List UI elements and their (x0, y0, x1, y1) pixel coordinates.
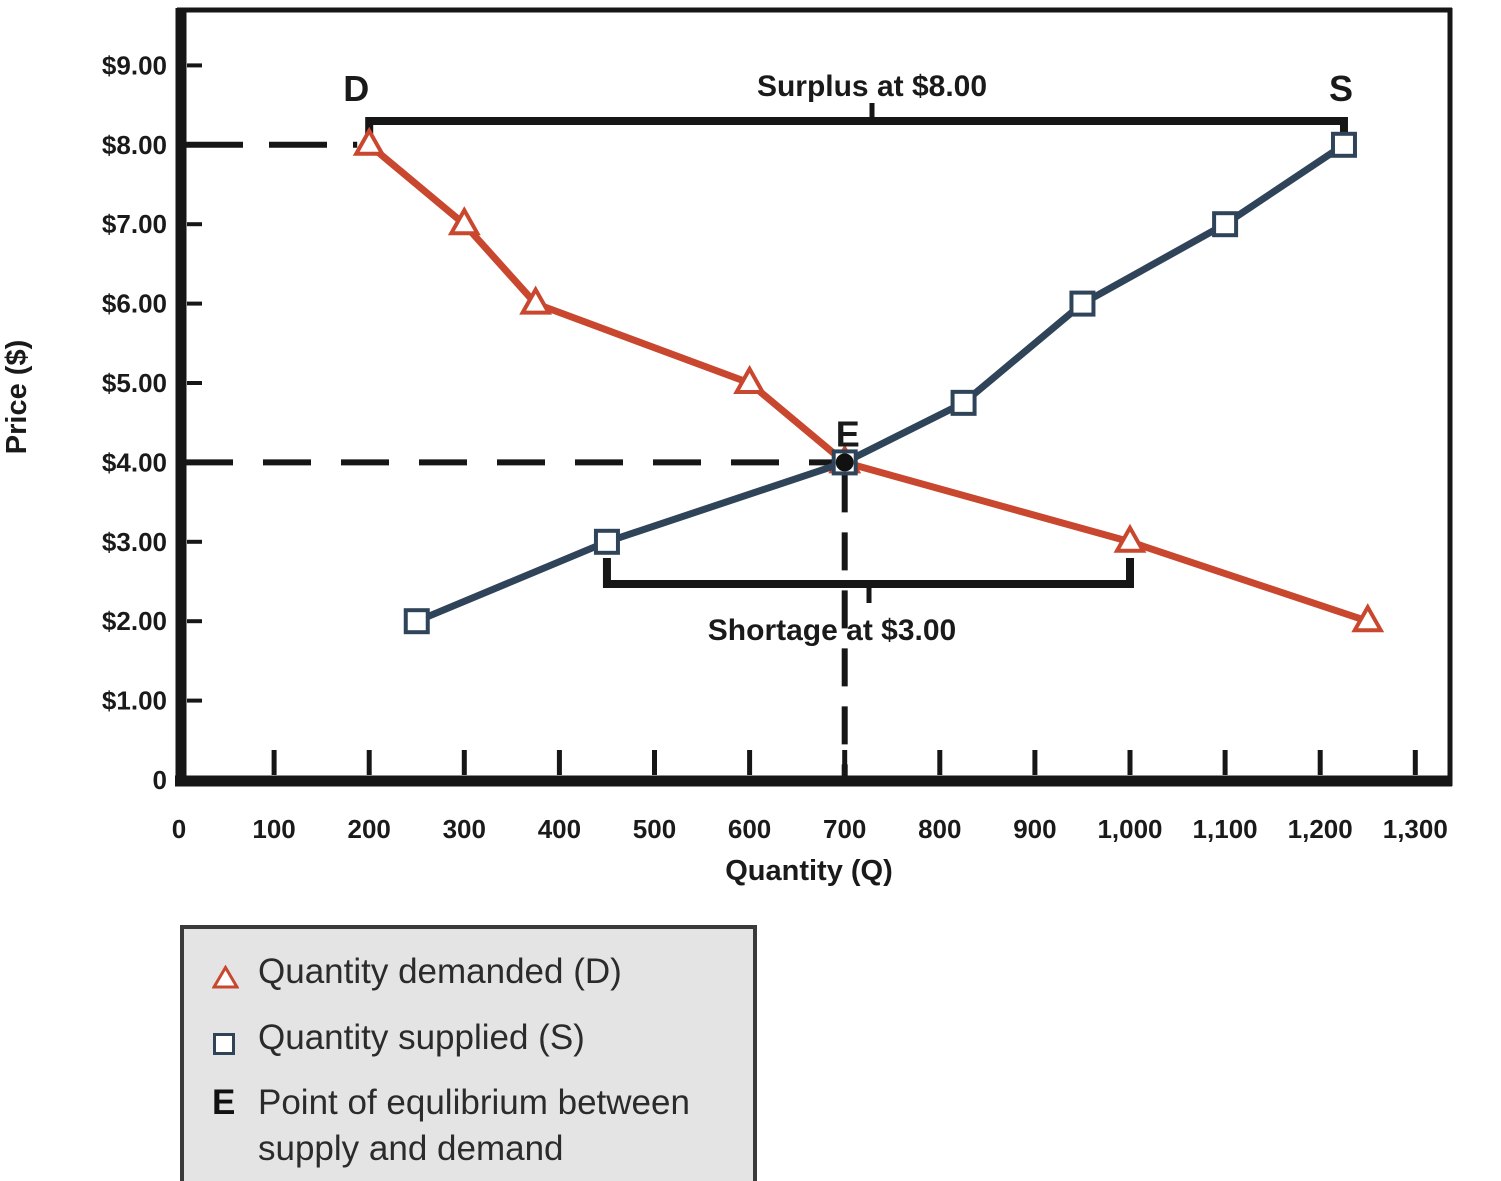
x-tick-label: 1,200 (1288, 814, 1353, 844)
supply-marker (1212, 211, 1239, 238)
x-axis-title: Quantity (Q) (725, 855, 893, 887)
y-tick-label: $1.00 (102, 686, 167, 716)
y-tick-label: $8.00 (102, 130, 167, 160)
equilibrium-point (835, 453, 854, 472)
demand-curve-label: D (343, 68, 369, 109)
supply-curve-label: S (1329, 68, 1353, 109)
supply-marker (1330, 131, 1357, 158)
x-tick-label: 1,100 (1193, 814, 1258, 844)
y-tick-label: $3.00 (102, 527, 167, 557)
y-tick-label: $4.00 (102, 447, 167, 477)
x-tick-label: 1,000 (1097, 814, 1162, 844)
demand-marker (1351, 603, 1385, 633)
shortage-bracket (602, 558, 1134, 588)
legend-label-equilibrium: Point of equlibrium between supply and d… (258, 1083, 690, 1168)
supply-marker (403, 608, 430, 635)
legend-label-supply: Quantity supplied (S) (258, 1017, 585, 1057)
x-tick-label: 100 (252, 814, 295, 844)
legend-item-demand: Quantity demanded (D) (211, 949, 743, 1002)
surplus-bracket (365, 117, 1348, 141)
y-tick-label: $6.00 (102, 289, 167, 319)
y-tick-label: $2.00 (102, 606, 167, 636)
supply-square-icon (212, 1015, 258, 1068)
x-tick-label: 1,300 (1383, 814, 1448, 844)
x-tick-label: 400 (538, 814, 581, 844)
chart-legend: Quantity demanded (D) Quantity supplied … (180, 925, 757, 1181)
demand-marker (1113, 523, 1147, 553)
x-tick-label: 600 (728, 814, 771, 844)
x-tick-label: 300 (443, 814, 486, 844)
demand-marker (352, 126, 386, 156)
x-tick-label: 500 (633, 814, 676, 844)
y-tick-label: $7.00 (102, 209, 167, 239)
demand-marker (733, 364, 767, 394)
supply-marker (950, 389, 977, 416)
surplus-label: Surplus at $8.00 (757, 70, 987, 103)
x-tick-label: 800 (918, 814, 961, 844)
y-tick-label: $9.00 (102, 50, 167, 80)
supply-marker (593, 528, 620, 555)
y-axis-title: Price ($) (1, 340, 33, 454)
legend-label-demand: Quantity demanded (D) (258, 952, 622, 991)
equilibrium-label: E (836, 413, 860, 454)
equilibrium-e-icon: E (212, 1083, 236, 1122)
x-tick-label: 900 (1013, 814, 1056, 844)
supply-marker (1069, 290, 1096, 317)
demand-marker (447, 206, 481, 236)
y-tick-label: 0 (153, 765, 167, 795)
shortage-label: Shortage at $3.00 (708, 614, 956, 647)
x-tick-label: 0 (172, 814, 186, 844)
demand-triangle-icon (211, 949, 258, 1002)
x-tick-label: 700 (823, 814, 866, 844)
legend-item-equilibrium: E Point of equlibrium between supply and… (212, 1080, 743, 1171)
legend-item-supply: Quantity supplied (S) (212, 1015, 743, 1068)
supply-curve (415, 141, 1346, 625)
demand-marker (519, 285, 553, 315)
y-tick-label: $5.00 (102, 368, 167, 398)
x-tick-label: 200 (348, 814, 391, 844)
